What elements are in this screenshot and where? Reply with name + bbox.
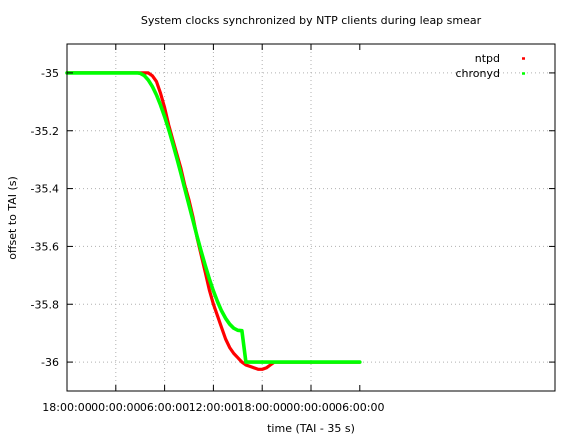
data-point-ntpd xyxy=(208,289,211,291)
x-tick-label: 00:00:00 xyxy=(91,401,140,414)
data-point-chronyd xyxy=(253,361,255,363)
legend-label-chronyd: chronyd xyxy=(456,67,501,80)
chart-title: System clocks synchronized by NTP client… xyxy=(141,14,482,27)
y-tick-label: -35.6 xyxy=(31,240,59,253)
y-axis-ticks: -35 -35.2 -35.4 -35.6 -35.8 -36 xyxy=(31,67,555,369)
data-point-ntpd xyxy=(253,367,255,369)
data-point-ntpd xyxy=(228,346,231,349)
grid-lines xyxy=(67,44,555,391)
data-point-ntpd xyxy=(151,75,154,77)
data-point-ntpd xyxy=(163,106,166,109)
x-tick-label: 18:00:00 xyxy=(237,401,286,414)
data-point-chronyd xyxy=(143,74,146,77)
data-point-chronyd xyxy=(159,104,162,106)
data-point-chronyd xyxy=(212,290,215,292)
data-point-chronyd xyxy=(196,235,198,238)
data-point-chronyd xyxy=(136,72,138,74)
data-point-chronyd xyxy=(359,361,361,363)
legend: ntpd chronyd xyxy=(456,52,525,80)
x-tick-label: 18:00:00 xyxy=(42,401,91,414)
data-point-chronyd xyxy=(224,317,227,320)
x-tick-label: 06:00:00 xyxy=(335,401,384,414)
data-point-chronyd xyxy=(171,142,174,145)
data-point-chronyd xyxy=(184,188,186,190)
data-point-chronyd xyxy=(241,329,243,332)
data-point-ntpd xyxy=(216,315,219,317)
data-point-chronyd xyxy=(285,361,288,363)
x-axis-ticks: 18:00:00 00:00:00 06:00:00 12:00:00 18:00:00… xyxy=(42,44,385,414)
data-point-chronyd xyxy=(228,323,231,326)
data-point-ntpd xyxy=(232,352,235,355)
data-point-chronyd xyxy=(237,329,239,332)
data-point-ntpd xyxy=(241,361,243,363)
data-point-ntpd xyxy=(212,303,215,306)
data-point-ntpd xyxy=(220,326,223,329)
data-point-ntpd xyxy=(265,367,268,369)
data-point-chronyd xyxy=(163,115,166,118)
data-point-chronyd xyxy=(155,94,158,96)
x-tick-label: 06:00:00 xyxy=(140,401,189,414)
y-tick-label: -35.8 xyxy=(31,298,59,311)
x-tick-label: 12:00:00 xyxy=(189,401,238,414)
data-point-chronyd xyxy=(257,361,259,363)
data-point-ntpd xyxy=(155,80,158,83)
data-point-chronyd xyxy=(188,204,190,206)
data-point-ntpd xyxy=(269,364,272,366)
data-point-ntpd xyxy=(159,92,162,94)
data-point-chronyd xyxy=(232,327,235,330)
data-point-chronyd xyxy=(82,72,85,74)
data-point-ntpd xyxy=(147,72,150,74)
data-point-ntpd xyxy=(245,364,247,366)
data-point-ntpd xyxy=(224,338,227,340)
data-point-chronyd xyxy=(204,264,207,267)
y-tick-label: -35.4 xyxy=(31,183,59,196)
data-point-chronyd xyxy=(200,250,202,253)
data-point-chronyd xyxy=(151,85,154,88)
x-axis-label: time (TAI - 35 s) xyxy=(267,422,355,435)
x-tick-label: 00:00:00 xyxy=(286,401,335,414)
data-point-chronyd xyxy=(192,220,194,222)
data-point-chronyd xyxy=(208,278,211,280)
data-point-chronyd xyxy=(220,310,223,312)
data-point-chronyd xyxy=(167,128,170,131)
data-point-ntpd xyxy=(237,356,239,359)
data-point-chronyd xyxy=(115,72,117,74)
y-tick-label: -35.2 xyxy=(31,125,59,138)
data-point-chronyd xyxy=(147,79,150,81)
data-point-chronyd xyxy=(139,72,141,75)
data-point-chronyd xyxy=(249,361,251,363)
data-point-chronyd xyxy=(245,361,247,363)
legend-label-ntpd: ntpd xyxy=(475,52,500,65)
data-point-chronyd xyxy=(334,361,337,363)
data-point-chronyd xyxy=(310,361,312,363)
data-point-chronyd xyxy=(216,300,219,303)
data-point-chronyd xyxy=(261,361,264,363)
y-tick-label: -35 xyxy=(41,67,59,80)
data-point-ntpd xyxy=(261,368,264,371)
data-point-ntpd xyxy=(249,365,251,368)
data-point-chronyd xyxy=(180,172,182,175)
series-layer xyxy=(65,71,362,371)
data-point-chronyd xyxy=(176,157,178,159)
data-point-ntpd xyxy=(257,368,259,371)
y-axis-label: offset to TAI (s) xyxy=(6,176,19,260)
y-tick-label: -36 xyxy=(41,356,59,369)
